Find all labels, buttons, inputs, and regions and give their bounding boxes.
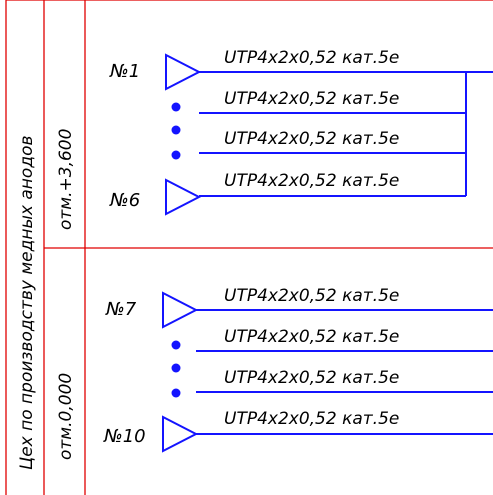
device-10-triangle [162, 415, 199, 453]
cable-label: UTP4x2x0,52 кат.5е [224, 48, 399, 68]
device-number-6: №6 [109, 190, 140, 211]
cable-label: UTP4x2x0,52 кат.5е [224, 129, 399, 149]
cable-label: UTP4x2x0,52 кат.5е [224, 409, 399, 429]
lower-level-wiring [162, 291, 493, 453]
cable-label: UTP4x2x0,52 кат.5е [224, 171, 399, 191]
ellipsis-dot [171, 102, 181, 112]
ellipsis-dot [171, 125, 181, 135]
device-7-triangle [162, 291, 199, 329]
ellipsis-dot [171, 340, 181, 350]
ellipsis-dot [171, 150, 181, 160]
cable-label: UTP4x2x0,52 кат.5е [224, 368, 399, 388]
cable-label: UTP4x2x0,52 кат.5е [224, 89, 399, 109]
upper-dots [171, 102, 181, 160]
elevation-label-lower: отм.0,000 [56, 373, 76, 460]
cable-label: UTP4x2x0,52 кат.5е [224, 327, 399, 347]
device-number-1: №1 [109, 61, 140, 82]
device-6-triangle [165, 178, 202, 216]
device-number-7: №7 [105, 299, 137, 320]
elevation-label-upper: отм.+3,600 [56, 129, 76, 230]
cable-label: UTP4x2x0,52 кат.5е [224, 286, 399, 306]
ellipsis-dot [171, 363, 181, 373]
upper-level-wiring [165, 53, 493, 216]
frame [5, 0, 493, 495]
device-number-10: №10 [103, 426, 146, 447]
workshop-label: Цех по производству медных анодов [17, 136, 37, 471]
ellipsis-dot [171, 388, 181, 398]
lower-dots [171, 340, 181, 398]
device-1-triangle [165, 53, 202, 91]
